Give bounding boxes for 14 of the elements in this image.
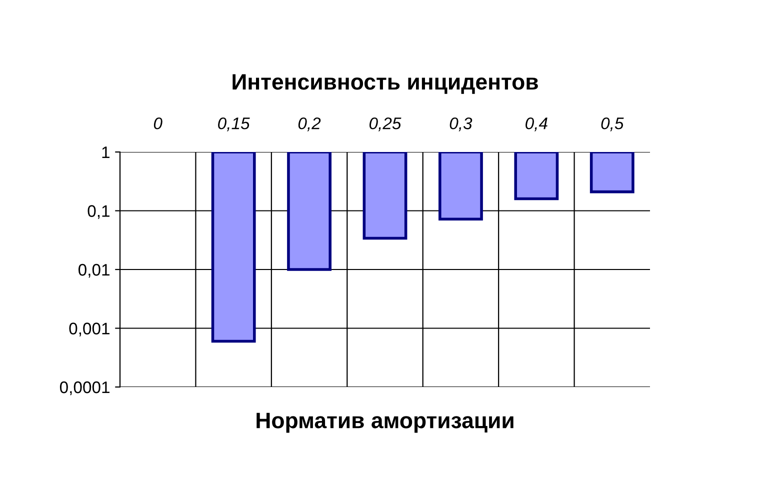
chart-title: Интенсивность инцидентов <box>232 74 538 94</box>
x-tick-label: 0,3 <box>450 117 472 132</box>
x-axis-title: Норматив амортизации <box>256 412 514 433</box>
y-tick-label: 0,1 <box>88 205 110 219</box>
x-tick-label: 0,5 <box>601 117 624 132</box>
x-tick-label: 0 <box>154 117 162 130</box>
x-tick-label: 0,4 <box>526 117 548 132</box>
x-tick-label: 0,15 <box>218 117 250 132</box>
y-tick-label: 0,001 <box>69 322 110 336</box>
y-tick-label: 0,0001 <box>60 381 110 396</box>
x-tick-label: 0,25 <box>370 117 402 132</box>
y-tick-label: 0,01 <box>78 264 110 278</box>
y-tick-label: 1 <box>102 146 110 158</box>
x-tick-label: 0,2 <box>298 117 321 132</box>
